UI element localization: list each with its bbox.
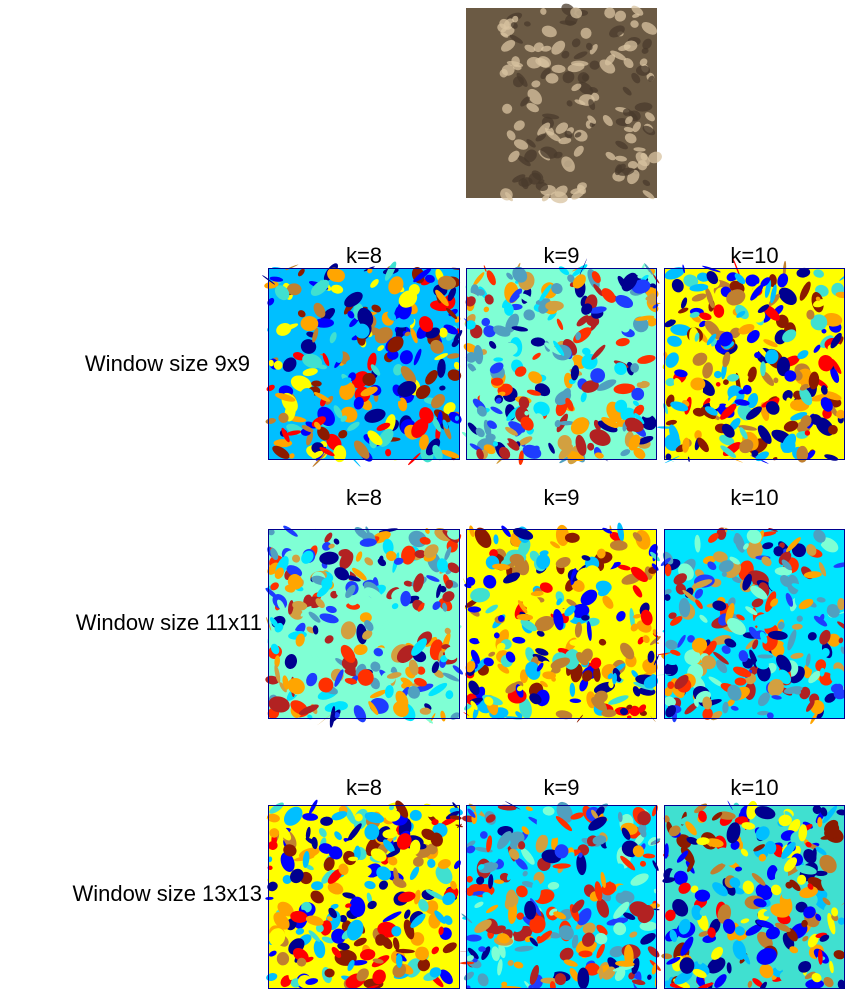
segmentation-map — [262, 260, 464, 467]
segmentation-map — [661, 800, 845, 989]
segmentation-map — [461, 258, 661, 466]
column-title: k=8 — [346, 243, 382, 268]
column-title: k=9 — [543, 485, 579, 510]
segment-blob — [274, 361, 283, 370]
column-title: k=9 — [543, 775, 579, 800]
photo-texture — [636, 65, 650, 76]
segment-blob — [667, 681, 674, 689]
segment-blob — [680, 957, 695, 974]
column-title: k=9 — [543, 243, 579, 268]
row-label: Window size 9x9 — [85, 351, 250, 376]
row-label: Window size 11x11 — [76, 610, 262, 635]
segmentation-map — [265, 799, 464, 989]
segmentation-map — [463, 522, 662, 723]
segment-blob — [491, 378, 503, 386]
segmentation-map — [459, 799, 662, 989]
segmentation-map — [657, 258, 845, 464]
figure: Window size 9x9 k=8 k=9 k=10 Window size 11x… — [0, 0, 845, 989]
segment-blob — [569, 639, 587, 646]
column-title: k=10 — [730, 485, 778, 510]
column-title: k=8 — [346, 485, 382, 510]
segmentation-map — [264, 524, 464, 728]
segment-blob — [468, 606, 481, 612]
segmentation-map — [657, 526, 845, 725]
column-title: k=8 — [346, 775, 382, 800]
segment-blob — [665, 564, 672, 576]
column-title: k=10 — [730, 775, 778, 800]
source-photo — [466, 1, 664, 204]
column-title: k=10 — [730, 243, 778, 268]
segment-blob — [578, 950, 592, 957]
page: Window size 9x9 k=8 k=9 k=10 Window size 11x… — [0, 0, 845, 989]
row-label: Window size 13x13 — [72, 881, 262, 906]
